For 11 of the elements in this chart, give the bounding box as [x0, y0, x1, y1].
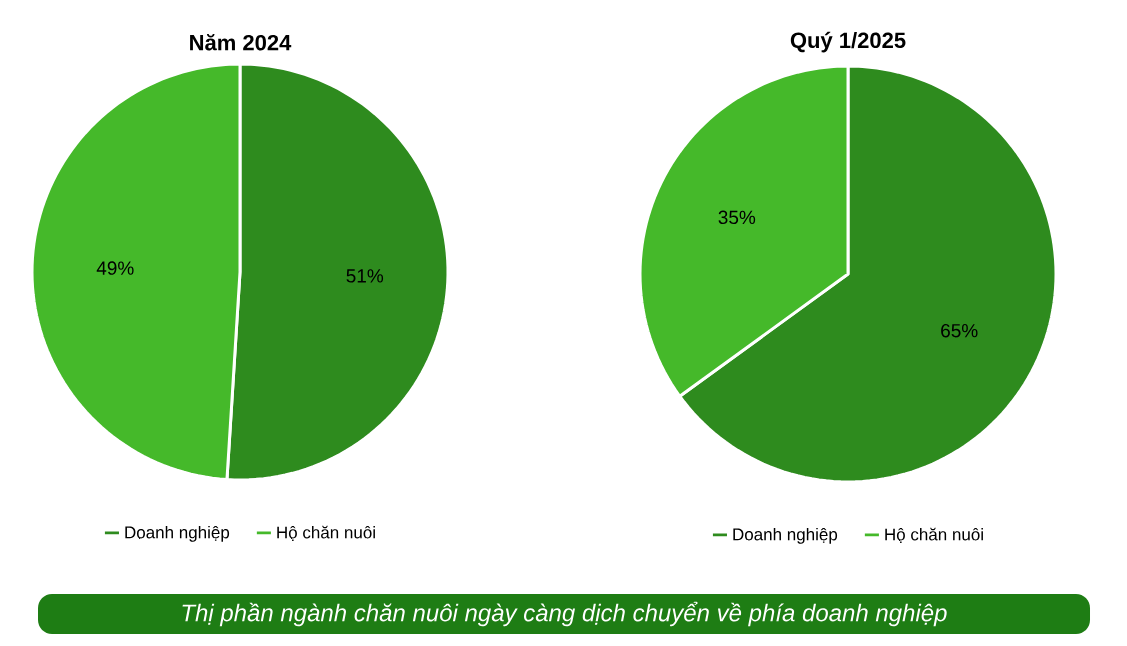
legend-label: Hộ chăn nuôi	[885, 527, 983, 543]
chart-title: Năm 2024	[190, 34, 292, 51]
legend-label: Hộ chăn nuôi	[277, 525, 375, 541]
data-label: 49%	[96, 261, 134, 275]
legend-label: Doanh nghiệp	[733, 527, 838, 544]
data-label: 35%	[718, 210, 756, 225]
chart-title: Quý 1/2025	[790, 31, 906, 53]
data-label: 65%	[941, 323, 978, 338]
data-label: 51%	[346, 269, 384, 283]
text: Thị phần ngành chăn nuôi ngày càng dịch chuyển về phía doanh nghiệp	[182, 601, 947, 627]
legend-label: Doanh nghiệp	[125, 525, 230, 542]
